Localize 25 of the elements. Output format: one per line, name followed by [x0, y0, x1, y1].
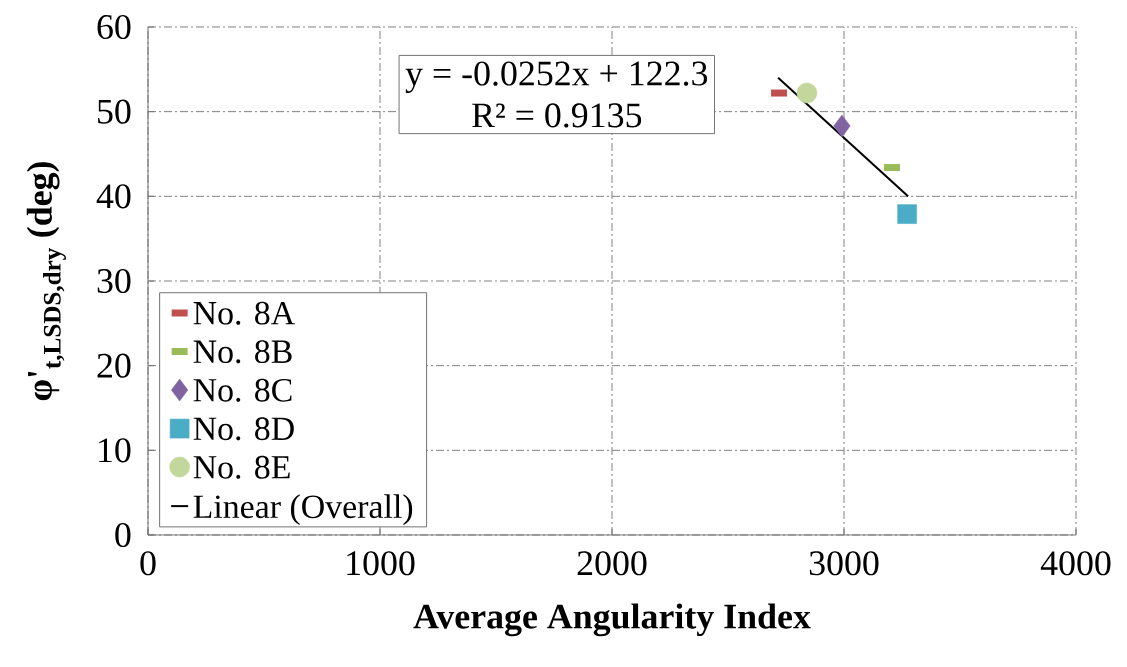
y-tick-label: 30 [97, 268, 131, 294]
x-tick-label: 4000 [1040, 551, 1111, 576]
legend-label: No. 8B [193, 340, 292, 364]
legend-label: No. 8A [193, 301, 295, 325]
annotation: R² = 0.9135 [472, 103, 642, 128]
x-axis-title: Average Angularity Index [413, 603, 811, 637]
y-tick-label: 10 [99, 438, 131, 463]
y-tick-label: 20 [97, 353, 131, 378]
x-tick-label: 1000 [347, 551, 415, 576]
y-axis-title: φ'$_{t,LSDS,dry}$ (deg) [26, 162, 66, 401]
x-tick-label: 3000 [809, 551, 879, 576]
annotation: y = -0.0252x + 122.3 [405, 61, 708, 94]
y-tick-label: 0 [115, 522, 131, 548]
point [897, 204, 917, 224]
x-tick-label: 0 [140, 551, 156, 576]
legend-label: No. 8C [193, 378, 292, 402]
y-tick-label: 60 [97, 14, 131, 40]
legend-label: No. 8D [193, 417, 294, 441]
legend-label: No. 8E [193, 455, 290, 479]
y-tick-label: 50 [98, 99, 131, 124]
y-tick-label: 40 [96, 184, 131, 209]
legend-label: Linear (Overall) [193, 494, 413, 526]
point [796, 82, 818, 104]
point [833, 114, 851, 138]
x-tick-label: 2000 [577, 551, 647, 576]
